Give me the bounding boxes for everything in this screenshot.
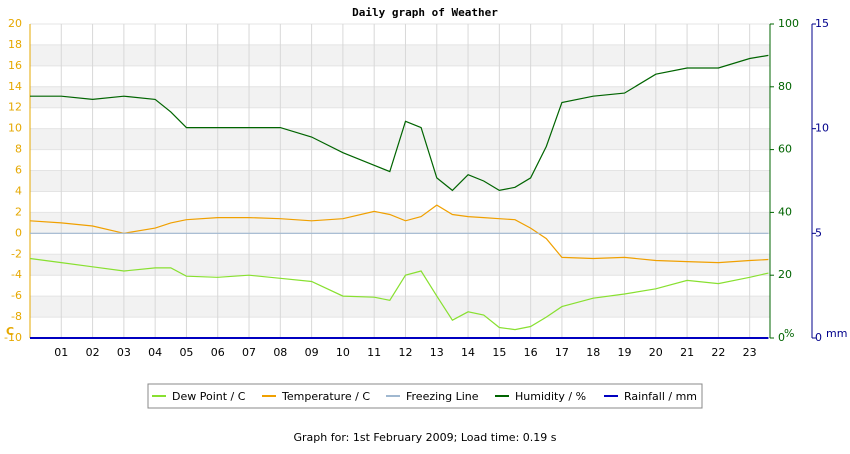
x-tick-label: 16 [524, 346, 538, 359]
y-tick-label: 6 [15, 164, 22, 177]
x-tick-label: 06 [211, 346, 225, 359]
y2-tick-label: 20 [778, 268, 792, 281]
y-tick-label: 2 [15, 205, 22, 218]
y-tick-label: 4 [15, 184, 22, 197]
x-tick-label: 12 [398, 346, 412, 359]
footer: Graph for: 1st February 2009; Load time:… [293, 431, 556, 444]
x-tick-label: 05 [179, 346, 193, 359]
y3-tick-label: 5 [815, 226, 822, 239]
y-unit: C [6, 325, 14, 338]
legend-label: Freezing Line [406, 390, 479, 403]
y-tick-label: 10 [8, 122, 22, 135]
y-tick-label: 12 [8, 101, 22, 114]
y2-tick-label: 100 [778, 17, 799, 30]
x-tick-label: 08 [273, 346, 287, 359]
x-tick-label: 04 [148, 346, 162, 359]
y-tick-label: 16 [8, 59, 22, 72]
y3-tick-label: 10 [815, 122, 829, 135]
y-tick-label: -8 [11, 310, 22, 323]
x-tick-label: 18 [586, 346, 600, 359]
grid-band [30, 254, 770, 276]
x-tick-label: 15 [492, 346, 506, 359]
y-tick-label: 14 [8, 80, 22, 93]
grid-band [30, 44, 770, 66]
grid-band [30, 86, 770, 108]
y-tick-label: 8 [15, 143, 22, 156]
x-tick-label: 17 [555, 346, 569, 359]
legend-label: Dew Point / C [172, 390, 246, 403]
grid-band [30, 296, 770, 318]
y3-tick-label: 0 [815, 331, 822, 344]
y2-unit: % [784, 327, 794, 340]
y-tick-label: 0 [15, 226, 22, 239]
series-line [29, 257, 769, 331]
y2-tick-label: 60 [778, 143, 792, 156]
x-tick-label: 09 [305, 346, 319, 359]
x-tick-label: 10 [336, 346, 350, 359]
x-tick-label: 01 [54, 346, 68, 359]
x-tick-label: 19 [618, 346, 632, 359]
y-tick-label: -4 [11, 268, 22, 281]
y2-tick-label: 80 [778, 80, 792, 93]
y-tick-label: -2 [11, 247, 22, 260]
series-line [29, 204, 769, 264]
y-tick-label: -10 [4, 331, 22, 344]
x-tick-label: 14 [461, 346, 475, 359]
legend-label: Rainfall / mm [624, 390, 697, 403]
x-tick-label: 20 [649, 346, 663, 359]
y3-unit: mm [826, 327, 847, 340]
legend-label: Humidity / % [515, 390, 586, 403]
grid-band [30, 170, 770, 192]
series-line [30, 54, 769, 192]
x-tick-label: 11 [367, 346, 381, 359]
x-tick-label: 07 [242, 346, 256, 359]
y-tick-label: 18 [8, 38, 22, 51]
chart-title: Daily graph of Weather [352, 6, 498, 19]
x-tick-label: 23 [743, 346, 757, 359]
y-tick-label: 20 [8, 17, 22, 30]
x-tick-label: 03 [117, 346, 131, 359]
y2-tick-label: 40 [778, 205, 792, 218]
x-tick-label: 13 [430, 346, 444, 359]
y2-tick-label: 0 [778, 331, 785, 344]
y-tick-label: -6 [11, 289, 22, 302]
y3-tick-label: 15 [815, 17, 829, 30]
x-tick-label: 21 [680, 346, 694, 359]
x-tick-label: 02 [86, 346, 100, 359]
x-tick-label: 22 [711, 346, 725, 359]
legend-label: Temperature / C [281, 390, 370, 403]
